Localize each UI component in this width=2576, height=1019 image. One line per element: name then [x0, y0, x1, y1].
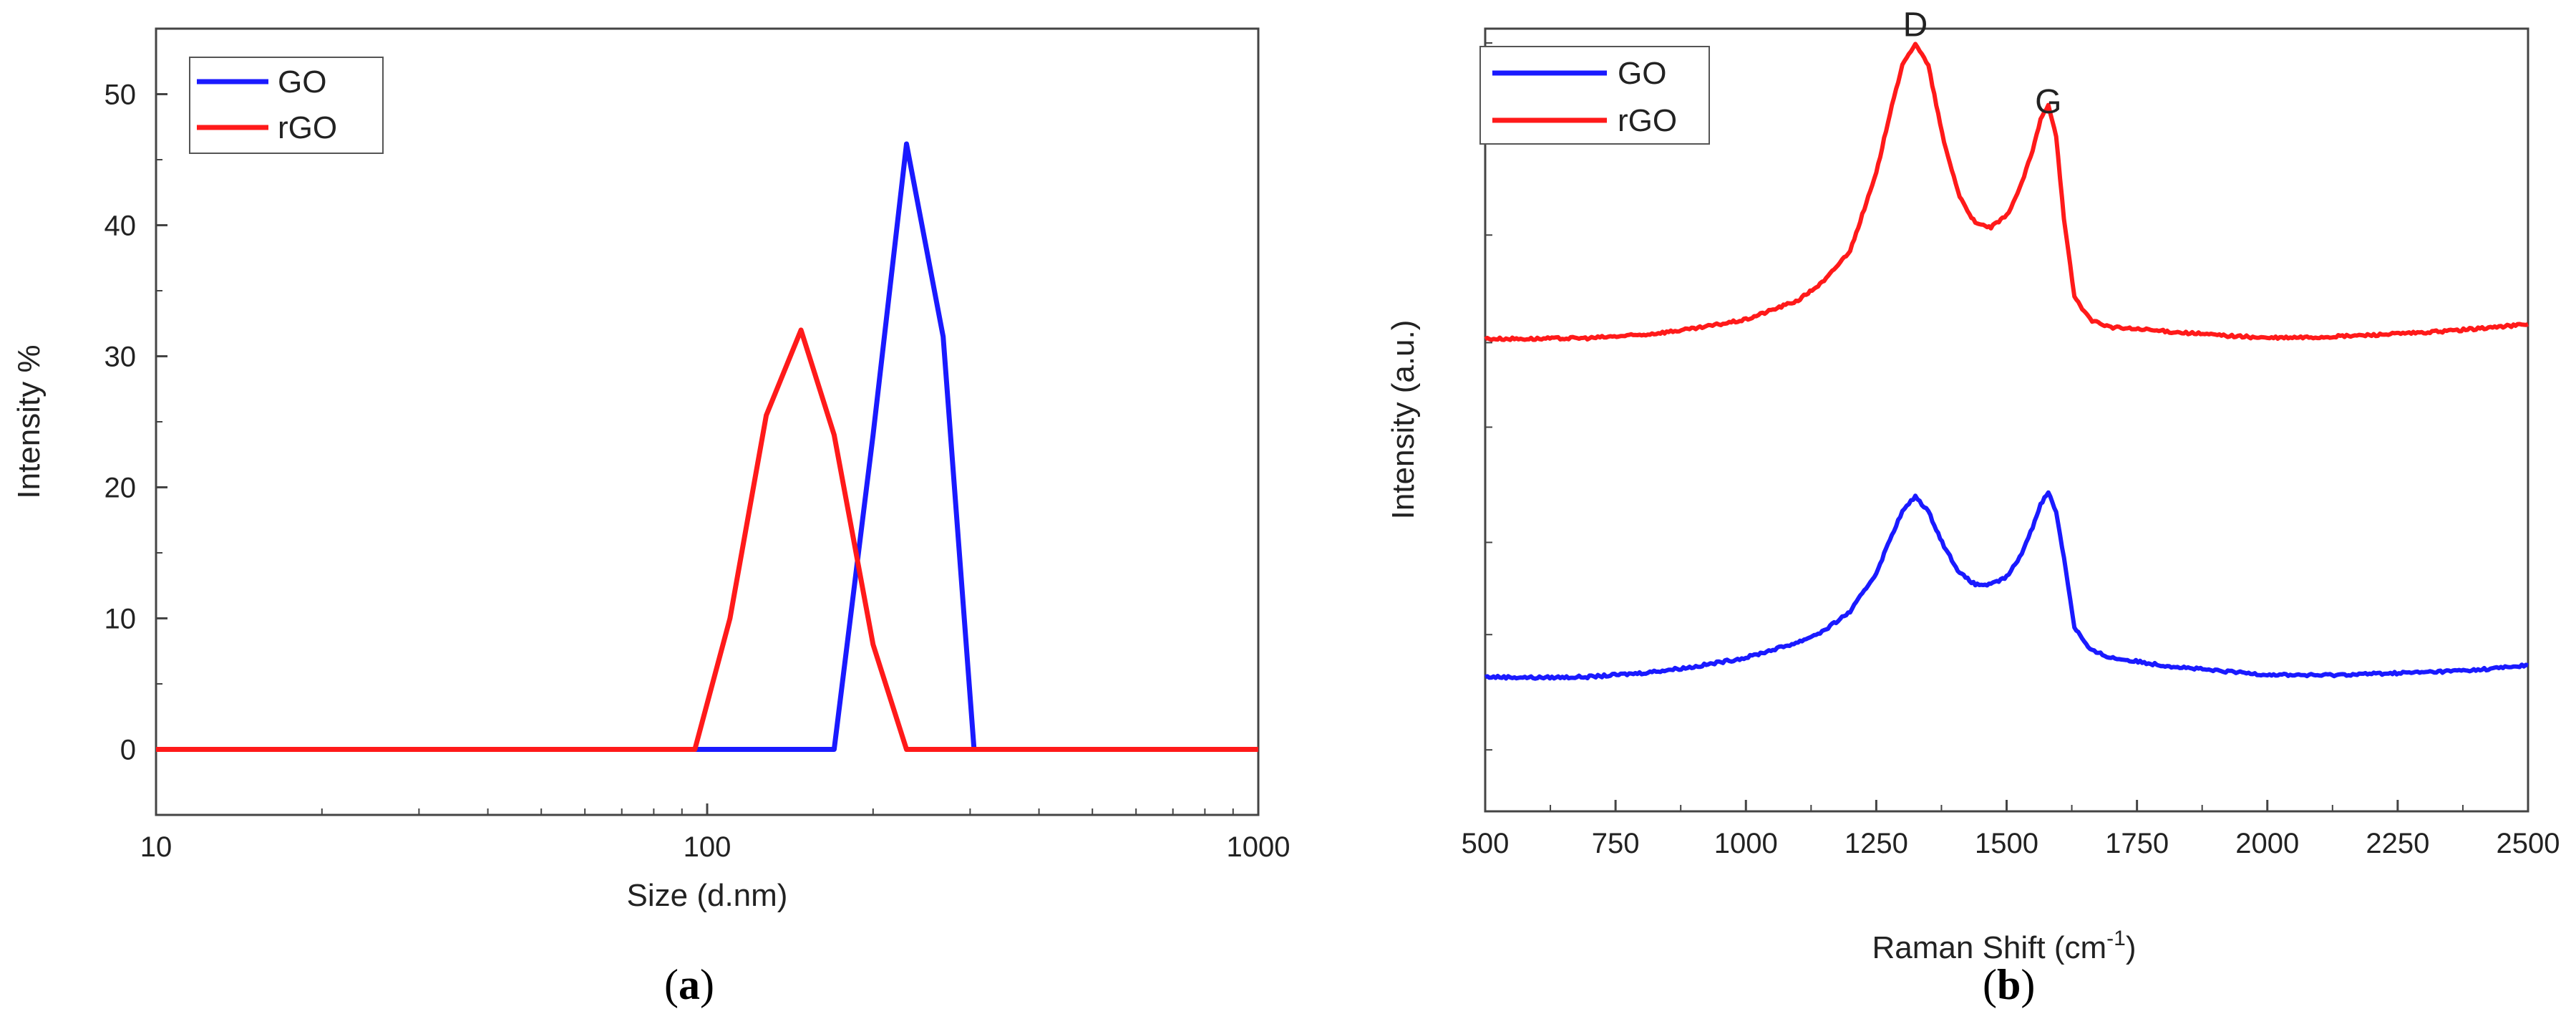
- legend-b: GO rGO: [1479, 46, 1710, 145]
- x-tick-label-a: 1000: [1227, 831, 1291, 863]
- x-axis-title-a: Size (d.nm): [627, 878, 788, 913]
- series-group-a: [156, 141, 1258, 752]
- x-axis-title-b-sup: -1: [2106, 927, 2126, 950]
- x-axis-title-b-main: Raman Shift (cm: [1872, 930, 2107, 965]
- series-line-b-rgo: [1484, 42, 2529, 342]
- tick-labels-a: 10 100 1000 0 10 20 30 40 50: [105, 79, 1291, 864]
- series-line-b-go: [1484, 490, 2529, 681]
- legend-box-a: [189, 57, 384, 154]
- x-axis-title-b: Raman Shift (cm-1): [1872, 927, 2137, 965]
- legend-label-a-rgo: rGO: [278, 110, 337, 145]
- y-tick-label-a: 20: [105, 473, 137, 504]
- x-tick-label-b: 750: [1592, 828, 1640, 859]
- x-tick-label-b: 1750: [2105, 828, 2169, 859]
- x-tick-label-b: 1000: [1714, 828, 1778, 859]
- legend-label-b-go: GO: [1618, 56, 1666, 91]
- x-tick-label-b: 2500: [2497, 828, 2560, 859]
- panel-label-b: (b): [1983, 961, 2035, 1008]
- plot-area-b: [1484, 27, 2529, 813]
- plot-area-a: [155, 27, 1260, 816]
- peak-label-d: D: [1903, 6, 1928, 44]
- legend-a: GO rGO: [189, 57, 384, 154]
- series-line-a-rgo: [156, 327, 1258, 752]
- panel-label-a: (a): [664, 961, 714, 1008]
- x-tick-label-a: 100: [684, 831, 732, 863]
- peak-annotations-b: DG: [1903, 6, 2062, 121]
- tick-labels-b: 500 750 1000 1250 1500 1750 2000 2250 2500: [1462, 828, 2560, 859]
- panel-label-a-letter: a: [679, 961, 700, 1008]
- y-axis-title-a: Intensity %: [11, 344, 47, 498]
- x-tick-label-b: 2250: [2366, 828, 2429, 859]
- x-axis-title-b-close: ): [2126, 930, 2137, 965]
- y-tick-label-a: 30: [105, 342, 137, 373]
- series-line-a-go: [156, 141, 1258, 752]
- chart-panel-b: 500 750 1000 1250 1500 1750 2000 2250 2500 DG GO…: [1386, 6, 2560, 1008]
- x-tick-label-b: 1500: [1975, 828, 2038, 859]
- panel-label-b-letter: b: [1997, 961, 2021, 1008]
- x-tick-label-b: 1250: [1844, 828, 1908, 859]
- x-tick-label-b: 2000: [2235, 828, 2299, 859]
- legend-label-b-rgo: rGO: [1618, 103, 1677, 138]
- series-group-b: [1484, 42, 2529, 681]
- legend-label-a-go: GO: [278, 64, 326, 100]
- peak-label-g: G: [2035, 83, 2061, 121]
- x-tick-label-b: 500: [1462, 828, 1510, 859]
- y-tick-label-a: 0: [120, 735, 136, 766]
- legend-box-b: [1479, 46, 1710, 145]
- y-tick-label-a: 10: [105, 604, 137, 635]
- axis-ticks-a: [155, 93, 1260, 815]
- y-tick-label-a: 50: [105, 79, 137, 111]
- y-tick-label-a: 40: [105, 211, 137, 242]
- x-tick-label-a: 10: [140, 831, 172, 863]
- y-axis-title-b: Intensity (a.u.): [1386, 320, 1421, 520]
